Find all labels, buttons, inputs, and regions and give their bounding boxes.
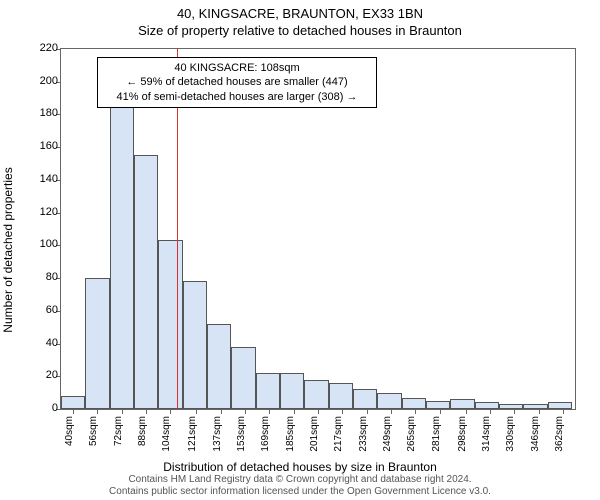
xtick-label: 217sqm bbox=[333, 416, 344, 460]
ytick-label: 0 bbox=[52, 402, 58, 414]
x-axis-label: Distribution of detached houses by size … bbox=[0, 460, 600, 474]
annotation-line-2: ← 59% of detached houses are smaller (44… bbox=[106, 75, 368, 89]
xtick-label: 249sqm bbox=[382, 416, 393, 460]
xtick-mark bbox=[367, 409, 368, 414]
ytick-label: 100 bbox=[40, 238, 58, 250]
histogram-bar bbox=[523, 404, 547, 409]
xtick-label: 346sqm bbox=[530, 416, 541, 460]
histogram-bar bbox=[450, 399, 474, 409]
xtick-mark bbox=[490, 409, 491, 414]
ytick-label: 20 bbox=[46, 369, 58, 381]
xtick-label: 314sqm bbox=[481, 416, 492, 460]
xtick-label: 281sqm bbox=[431, 416, 442, 460]
xtick-label: 121sqm bbox=[187, 416, 198, 460]
y-axis-label: Number of detached properties bbox=[1, 167, 15, 332]
histogram-bar bbox=[158, 240, 182, 409]
chart-title: 40, KINGSACRE, BRAUNTON, EX33 1BN bbox=[0, 0, 600, 21]
ytick-label: 80 bbox=[46, 271, 58, 283]
xtick-mark bbox=[466, 409, 467, 414]
ytick-label: 220 bbox=[40, 42, 58, 54]
xtick-label: 330sqm bbox=[505, 416, 516, 460]
xtick-mark bbox=[342, 409, 343, 414]
xtick-mark bbox=[196, 409, 197, 414]
xtick-label: 88sqm bbox=[137, 416, 148, 460]
xtick-label: 233sqm bbox=[358, 416, 369, 460]
xtick-label: 72sqm bbox=[113, 416, 124, 460]
xtick-label: 137sqm bbox=[212, 416, 223, 460]
xtick-label: 40sqm bbox=[64, 416, 75, 460]
xtick-mark bbox=[440, 409, 441, 414]
xtick-mark bbox=[73, 409, 74, 414]
ytick-label: 180 bbox=[40, 107, 58, 119]
xtick-mark bbox=[318, 409, 319, 414]
histogram-bar bbox=[134, 155, 158, 409]
license-line-2: Contains public sector information licen… bbox=[0, 486, 600, 498]
license-line-1: Contains HM Land Registry data © Crown c… bbox=[0, 474, 600, 486]
xtick-mark bbox=[391, 409, 392, 414]
xtick-label: 104sqm bbox=[161, 416, 172, 460]
xtick-mark bbox=[122, 409, 123, 414]
xtick-label: 169sqm bbox=[260, 416, 271, 460]
xtick-label: 56sqm bbox=[88, 416, 99, 460]
xtick-label: 362sqm bbox=[554, 416, 565, 460]
xtick-mark bbox=[221, 409, 222, 414]
xtick-label: 298sqm bbox=[457, 416, 468, 460]
histogram-bar bbox=[256, 373, 280, 409]
annotation-box: 40 KINGSACRE: 108sqm← 59% of detached ho… bbox=[97, 57, 377, 108]
histogram-bar bbox=[548, 402, 572, 409]
ytick-label: 120 bbox=[40, 206, 58, 218]
histogram-bar bbox=[499, 404, 523, 409]
ytick-label: 140 bbox=[40, 173, 58, 185]
histogram-bar bbox=[426, 401, 450, 409]
xtick-mark bbox=[97, 409, 98, 414]
histogram-bar bbox=[353, 389, 377, 409]
xtick-mark bbox=[146, 409, 147, 414]
ytick-label: 200 bbox=[40, 75, 58, 87]
xtick-mark bbox=[170, 409, 171, 414]
xtick-label: 185sqm bbox=[285, 416, 296, 460]
histogram-bar bbox=[280, 373, 304, 409]
license-text: Contains HM Land Registry data © Crown c… bbox=[0, 474, 600, 498]
xtick-mark bbox=[415, 409, 416, 414]
xtick-label: 153sqm bbox=[236, 416, 247, 460]
histogram-bar bbox=[475, 402, 499, 409]
histogram-bar bbox=[85, 278, 109, 409]
xtick-label: 265sqm bbox=[406, 416, 417, 460]
histogram-bar bbox=[61, 396, 85, 409]
xtick-label: 201sqm bbox=[309, 416, 320, 460]
annotation-line-1: 40 KINGSACRE: 108sqm bbox=[106, 61, 368, 75]
histogram-bar bbox=[329, 383, 353, 409]
ytick-label: 40 bbox=[46, 337, 58, 349]
xtick-mark bbox=[563, 409, 564, 414]
ytick-label: 60 bbox=[46, 304, 58, 316]
histogram-bar bbox=[183, 281, 207, 409]
histogram-bar bbox=[110, 106, 134, 409]
chart-subtitle: Size of property relative to detached ho… bbox=[0, 21, 600, 38]
histogram-bar bbox=[402, 398, 426, 409]
xtick-mark bbox=[514, 409, 515, 414]
annotation-line-3: 41% of semi-detached houses are larger (… bbox=[106, 90, 368, 104]
histogram-bar bbox=[231, 347, 255, 409]
histogram-bar bbox=[377, 393, 401, 409]
plot-area: 40 KINGSACRE: 108sqm← 59% of detached ho… bbox=[60, 48, 576, 410]
chart-container: 40, KINGSACRE, BRAUNTON, EX33 1BN Size o… bbox=[0, 0, 600, 500]
xtick-mark bbox=[269, 409, 270, 414]
xtick-mark bbox=[294, 409, 295, 414]
histogram-bar bbox=[304, 380, 328, 409]
xtick-mark bbox=[539, 409, 540, 414]
histogram-bar bbox=[207, 324, 231, 409]
ytick-label: 160 bbox=[40, 140, 58, 152]
xtick-mark bbox=[245, 409, 246, 414]
